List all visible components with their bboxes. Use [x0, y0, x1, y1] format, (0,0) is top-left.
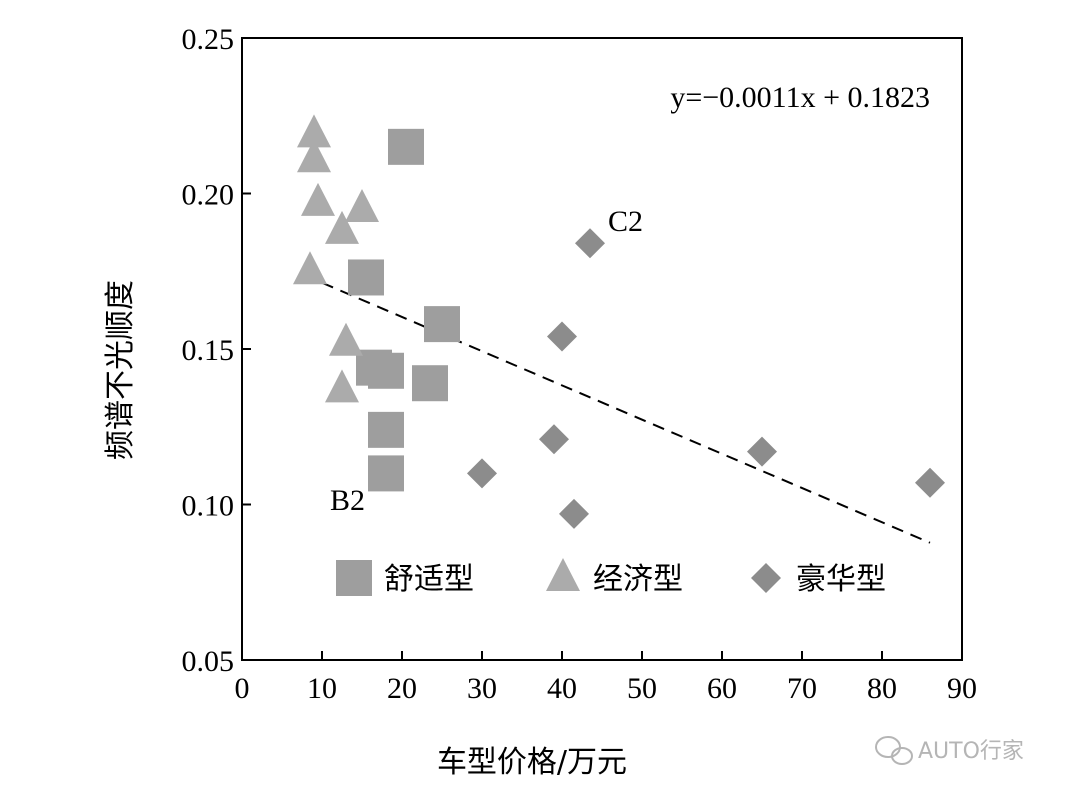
x-tick-label: 40 [547, 672, 577, 705]
data-point-diamond [547, 321, 577, 352]
trendline-equation: y=−0.0011x + 0.1823 [670, 81, 930, 114]
data-point-diamond [747, 436, 777, 467]
data-point-square [368, 411, 404, 448]
x-tick-label: 50 [627, 672, 657, 705]
x-tick-label: 80 [867, 672, 897, 705]
data-point-triangle [329, 322, 363, 356]
wechat-icon [875, 736, 913, 765]
legend: 舒适型 经济型 豪华型 [336, 558, 886, 597]
x-tick-label: 20 [387, 672, 417, 705]
legend-label: 经济型 [593, 562, 683, 597]
data-point-diamond [575, 228, 605, 259]
data-point-triangle [297, 114, 331, 148]
data-point-square [368, 455, 404, 492]
y-tick-label: 0.15 [182, 334, 235, 367]
annotation-b2: B2 [330, 484, 365, 517]
ticks-layer: 0 10 20 30 40 50 60 70 80 90 0.05 0.10 0.15 0.20 0.25 [182, 23, 978, 705]
data-point-square [348, 259, 384, 296]
x-tick-label: 60 [707, 672, 737, 705]
data-point-triangle [325, 369, 359, 403]
x-tick-label: 30 [467, 672, 497, 705]
x-tick-label: 0 [235, 672, 250, 705]
data-point-diamond [915, 467, 945, 498]
trendline [321, 281, 931, 544]
y-axis-title: 频谱不光顺度 [103, 280, 138, 460]
data-point-square [368, 352, 404, 389]
trendline-layer [321, 281, 931, 544]
x-tick-label: 10 [307, 672, 337, 705]
legend-marker-triangle [546, 558, 580, 591]
watermark: AUTO行家 [875, 736, 1024, 765]
data-point-diamond [467, 458, 497, 489]
legend-marker-diamond [751, 563, 781, 593]
data-point-triangle [325, 210, 359, 244]
y-tick-label: 0.25 [182, 23, 235, 56]
data-point-triangle [297, 139, 331, 173]
points-layer [293, 114, 945, 529]
annotation-c2: C2 [608, 205, 643, 238]
x-tick-label: 70 [787, 672, 817, 705]
data-point-triangle [301, 182, 335, 216]
legend-marker-square [336, 560, 372, 596]
legend-label: 舒适型 [384, 562, 474, 597]
x-tick-label: 90 [947, 672, 977, 705]
watermark-text: AUTO行家 [918, 739, 1024, 764]
x-axis-title: 车型价格/万元 [437, 745, 627, 780]
legend-label: 豪华型 [796, 562, 886, 597]
y-tick-label: 0.10 [182, 490, 235, 523]
data-point-diamond [539, 424, 569, 455]
data-point-triangle [345, 189, 379, 223]
data-point-triangle [293, 251, 327, 285]
data-point-square [388, 128, 424, 165]
plot-frame [241, 37, 963, 661]
data-point-square [424, 306, 460, 343]
data-point-square [412, 365, 448, 402]
y-tick-label: 0.20 [182, 179, 235, 212]
data-point-diamond [559, 498, 589, 529]
y-tick-label: 0.05 [182, 645, 235, 678]
